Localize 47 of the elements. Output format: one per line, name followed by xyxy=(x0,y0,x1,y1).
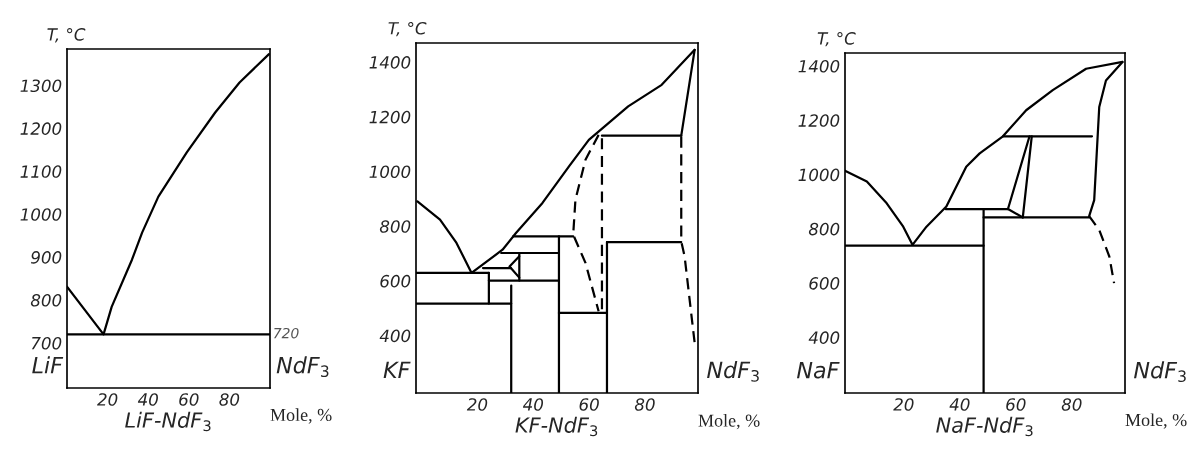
y-tick-label: 400 xyxy=(379,329,411,343)
text: Mole, % xyxy=(1125,413,1187,429)
x-tick-label: 20 xyxy=(97,393,118,406)
y-tick-label: 600 xyxy=(380,274,411,288)
text: Mole, % xyxy=(270,408,332,424)
y-tick-label: 800 xyxy=(30,293,62,307)
x-tick-label: 60 xyxy=(1006,398,1026,411)
y-tick-label: 1400 xyxy=(798,59,840,73)
x-tick-label: 20 xyxy=(893,398,914,411)
y-tick-label: 800 xyxy=(808,222,840,236)
text: NdF$_{3}$ xyxy=(276,356,329,378)
y-tick-label: 1400 xyxy=(369,56,411,69)
y-tick-label: 800 xyxy=(379,220,411,233)
text: NdF$_{3}$ xyxy=(1134,361,1186,383)
y-tick-label: 600 xyxy=(809,277,840,290)
y-tick-label: 1200 xyxy=(798,114,840,127)
x-tick-label: 60 xyxy=(179,393,199,406)
y-axis-title: T, °C xyxy=(388,21,427,37)
y-tick-label: 700 xyxy=(31,336,62,350)
y-tick-label: 1000 xyxy=(369,165,411,179)
text: NdF$_{3}$ xyxy=(707,360,759,382)
x-axis-title: KF-NdF$_{3}$ xyxy=(515,416,598,437)
text: KF xyxy=(383,361,411,378)
x-tick-label: 20 xyxy=(466,398,488,411)
x-tick-label: 60 xyxy=(579,398,599,411)
y-tick-label: 1200 xyxy=(20,122,62,135)
x-axis-title: LiF-NdF$_{3}$ xyxy=(125,411,211,432)
x-tick-label: 40 xyxy=(522,398,544,411)
y-tick-label: 1000 xyxy=(798,168,840,182)
annotation: 720 xyxy=(274,327,299,339)
y-tick-label: 1300 xyxy=(20,79,62,93)
y-tick-label: 900 xyxy=(31,251,62,264)
y-tick-label: 1100 xyxy=(20,165,62,178)
x-tick-label: 80 xyxy=(1061,398,1082,411)
text: LiF xyxy=(32,356,64,374)
y-axis-title: T, °C xyxy=(47,28,86,43)
x-tick-label: 80 xyxy=(634,398,655,411)
y-tick-label: 1200 xyxy=(369,110,411,124)
y-axis-title: T, °C xyxy=(817,32,856,47)
text: Mole, % xyxy=(698,414,760,430)
x-tick-label: 40 xyxy=(949,398,970,411)
y-tick-label: 400 xyxy=(808,331,840,344)
x-tick-label: 80 xyxy=(219,393,240,406)
text: NaF xyxy=(796,361,840,379)
x-tick-label: 40 xyxy=(137,393,158,406)
x-axis-title: NaF-NdF$_{3}$ xyxy=(936,416,1033,437)
y-tick-label: 1000 xyxy=(20,208,62,221)
